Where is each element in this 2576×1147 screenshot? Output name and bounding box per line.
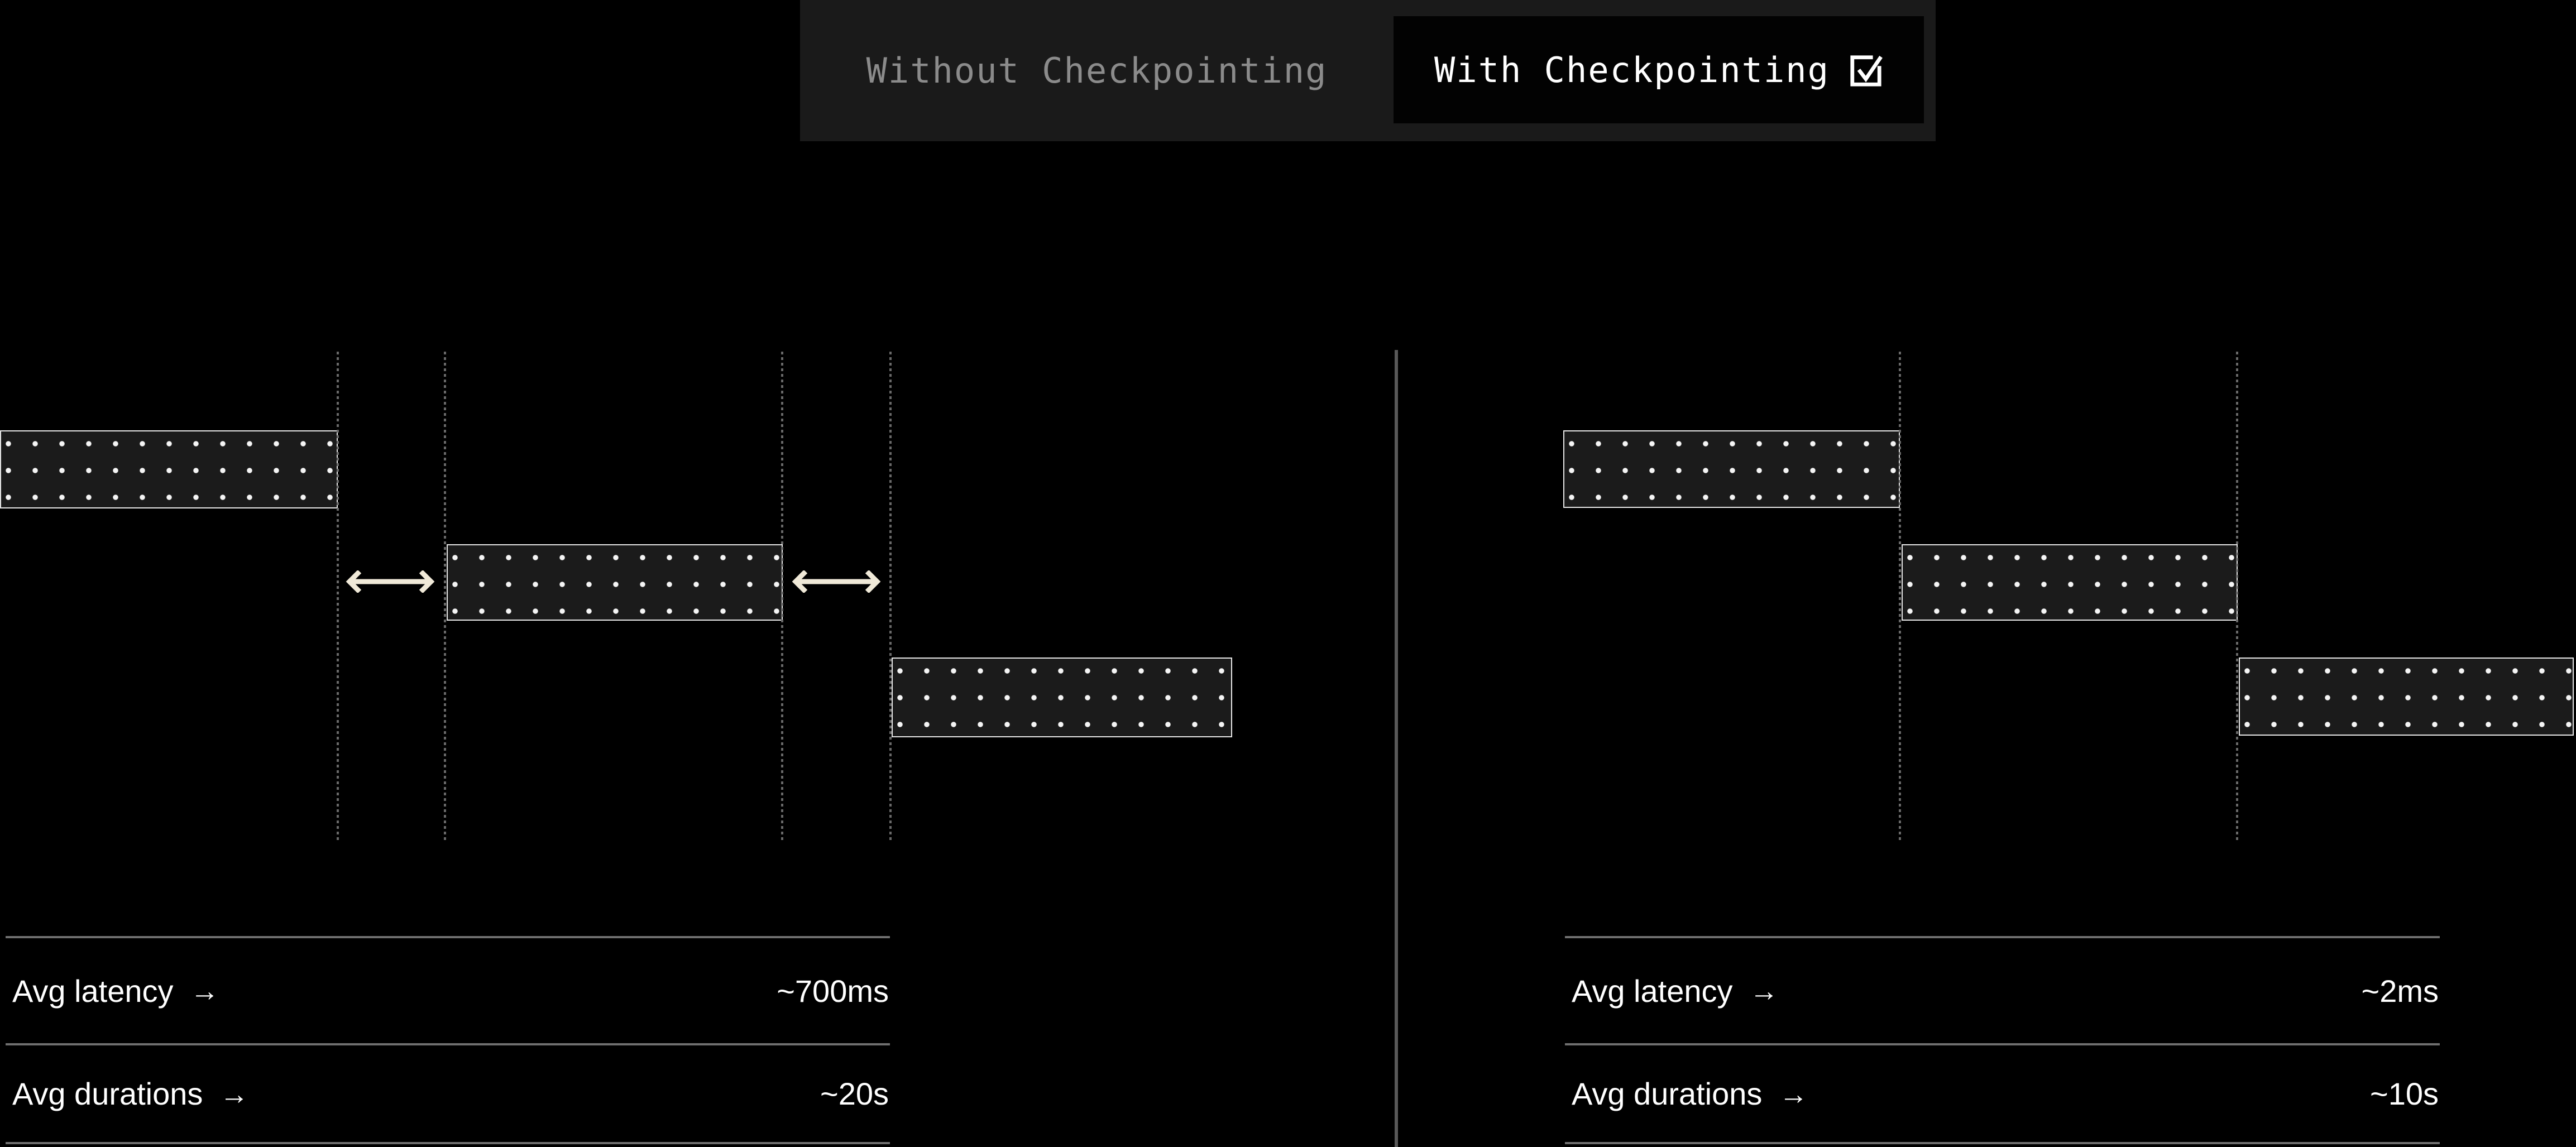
tab-without-checkpointing-label: Without Checkpointing: [866, 50, 1328, 91]
stat-row: Avg latency → ~2ms: [1565, 938, 2440, 1043]
double-arrow-icon: [792, 570, 881, 593]
stat-rule: [1565, 936, 2440, 938]
stat-value: ~20s: [820, 1076, 889, 1111]
task-block: [1902, 544, 2238, 621]
segment-boundary-line: [1899, 352, 1901, 843]
task-block: [2239, 658, 2574, 736]
stat-rule: [6, 1043, 890, 1045]
stats-table: Avg latency → ~2ms Avg durations → ~10s: [1565, 936, 2440, 1144]
stat-rule: [6, 936, 890, 938]
task-block: [1563, 430, 1900, 508]
segment-boundary-line: [2236, 352, 2238, 843]
stat-row: Avg durations → ~10s: [1565, 1045, 2440, 1142]
panel-divider: [1395, 350, 1398, 1147]
arrow-right-icon: →: [190, 975, 219, 1007]
segment-boundary-line: [337, 352, 339, 843]
double-arrow-icon: [346, 570, 435, 593]
task-block: [892, 658, 1232, 737]
arrow-right-icon: →: [219, 1078, 249, 1111]
arrow-right-icon: →: [1779, 1078, 1808, 1111]
tab-with-checkpointing[interactable]: With Checkpointing: [1394, 16, 1924, 123]
segment-boundary-line: [889, 352, 892, 843]
stat-rule: [6, 1142, 890, 1144]
stat-value: ~2ms: [2361, 973, 2439, 1009]
stat-label: Avg durations: [1572, 1076, 1763, 1111]
stat-rule: [1565, 1043, 2440, 1045]
task-block: [0, 430, 338, 508]
stat-label: Avg latency: [12, 973, 174, 1009]
stat-label: Avg durations: [12, 1076, 203, 1111]
checkbox-checked-icon: [1850, 55, 1883, 87]
stat-row: Avg durations → ~20s: [6, 1045, 890, 1142]
stat-label: Avg latency: [1572, 973, 1733, 1009]
segment-boundary-line: [781, 352, 783, 843]
stat-row: Avg latency → ~700ms: [6, 938, 890, 1043]
checkpoint-toggle: Without Checkpointing With Checkpointing: [800, 0, 1936, 141]
tab-with-checkpointing-label: With Checkpointing: [1434, 49, 1830, 90]
arrow-right-icon: →: [1749, 975, 1779, 1007]
segment-boundary-line: [444, 352, 446, 843]
tab-without-checkpointing[interactable]: Without Checkpointing: [800, 0, 1394, 141]
stat-rule: [1565, 1142, 2440, 1144]
stat-value: ~10s: [2370, 1076, 2439, 1111]
task-block: [447, 544, 783, 621]
stat-value: ~700ms: [777, 973, 889, 1009]
stats-table: Avg latency → ~700ms Avg durations → ~20…: [6, 936, 890, 1144]
